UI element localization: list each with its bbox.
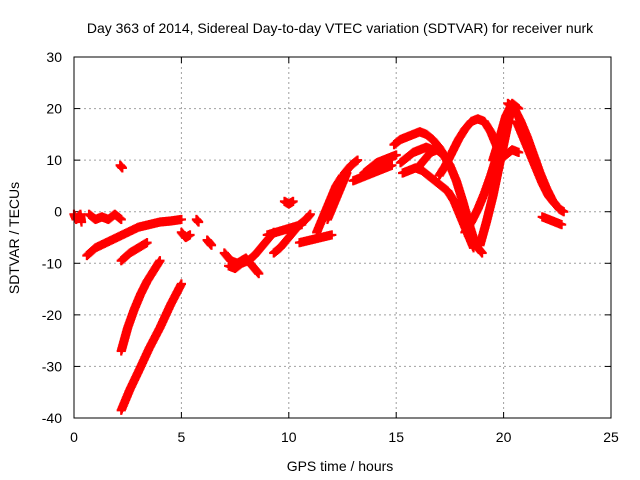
series-segment-seg09: [191, 214, 204, 227]
series-segment-seg14: [262, 220, 307, 240]
series-segment-seg02: [84, 209, 126, 225]
y-tick-label: -40: [42, 410, 62, 426]
x-tick-label: 15: [388, 429, 404, 445]
series-segment-seg29: [488, 98, 524, 165]
series-segment-seg10: [202, 235, 217, 250]
y-tick-label: 0: [54, 204, 62, 220]
y-tick-label: -10: [42, 255, 62, 271]
series-segment-seg03: [82, 214, 186, 261]
series-segment-seg08: [176, 227, 195, 243]
series-segment-seg07: [115, 160, 127, 173]
y-tick-label: 20: [46, 101, 62, 117]
chart-title: Day 363 of 2014, Sidereal Day-to-day VTE…: [87, 20, 594, 36]
series-segment-seg20: [348, 160, 397, 186]
series-segment-seg01: [69, 209, 87, 227]
series-segment-seg33: [494, 145, 524, 165]
y-tick-label: -30: [42, 358, 62, 374]
y-tick-label: -20: [42, 307, 62, 323]
x-tick-label: 5: [178, 429, 186, 445]
grid-lines: [74, 57, 611, 418]
series-segment-seg06: [116, 279, 186, 415]
x-tick-label: 10: [281, 429, 297, 445]
series-segment-seg15: [279, 196, 298, 209]
x-tick-label: 25: [603, 429, 619, 445]
x-axis-label: GPS time / hours: [287, 458, 394, 474]
series-segment-seg05: [116, 256, 165, 356]
axis-ticks: 0 5 10 15 20 25 -40 -30 -20 -10 0 10 20 30: [42, 49, 619, 445]
data-points: [69, 98, 569, 415]
y-axis-label: SDTVAR / TECUs: [6, 182, 22, 294]
y-tick-label: 10: [46, 152, 62, 168]
series-segment-seg16: [294, 230, 337, 248]
plot-frame: [73, 56, 612, 419]
series-segment-seg04: [116, 238, 152, 266]
series-segment-seg19: [333, 155, 363, 191]
series-segment-seg31: [511, 116, 560, 209]
series-segment-seg21: [359, 150, 401, 178]
x-tick-label: 0: [70, 429, 78, 445]
x-tick-label: 20: [496, 429, 512, 445]
series-segment-seg32: [537, 212, 567, 230]
y-tick-label: 30: [46, 49, 62, 65]
